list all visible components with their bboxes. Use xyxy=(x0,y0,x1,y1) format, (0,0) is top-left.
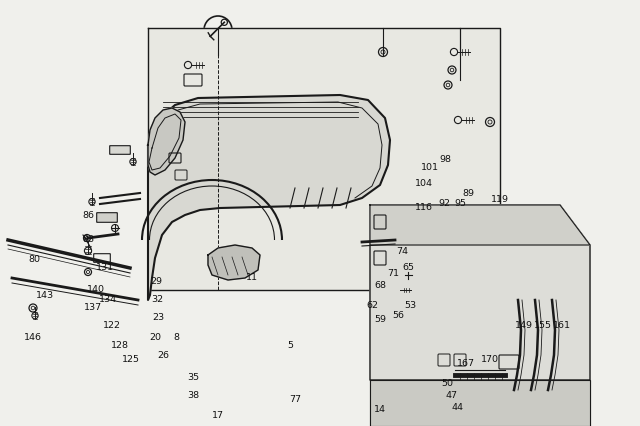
Text: 134: 134 xyxy=(99,296,117,305)
Text: 74: 74 xyxy=(396,248,408,256)
Text: 155: 155 xyxy=(534,320,552,329)
Text: 119: 119 xyxy=(491,196,509,204)
Text: 23: 23 xyxy=(152,314,164,322)
Text: 98: 98 xyxy=(439,155,451,164)
Text: 14: 14 xyxy=(374,406,386,414)
Polygon shape xyxy=(208,245,260,280)
Text: 32: 32 xyxy=(151,296,163,305)
Text: 146: 146 xyxy=(24,334,42,343)
Polygon shape xyxy=(148,108,185,175)
Text: 116: 116 xyxy=(415,202,433,211)
Text: 140: 140 xyxy=(87,285,105,294)
Polygon shape xyxy=(148,28,500,290)
Text: 104: 104 xyxy=(415,178,433,187)
Polygon shape xyxy=(370,380,590,426)
Text: 149: 149 xyxy=(515,320,533,329)
Polygon shape xyxy=(370,205,590,380)
Text: 11: 11 xyxy=(246,273,258,282)
Text: 20: 20 xyxy=(149,333,161,342)
Text: 89: 89 xyxy=(462,190,474,199)
Text: 35: 35 xyxy=(187,374,199,383)
Text: 101: 101 xyxy=(421,164,439,173)
Text: 170: 170 xyxy=(481,356,499,365)
Text: 50: 50 xyxy=(441,378,453,388)
Text: 26: 26 xyxy=(157,351,169,360)
Text: 65: 65 xyxy=(402,262,414,271)
Text: 128: 128 xyxy=(111,340,129,349)
Text: 86: 86 xyxy=(82,210,94,219)
Text: 56: 56 xyxy=(392,311,404,320)
Text: 167: 167 xyxy=(457,359,475,368)
Polygon shape xyxy=(148,95,390,300)
Text: 131: 131 xyxy=(96,264,114,273)
Text: 59: 59 xyxy=(374,316,386,325)
Text: 95: 95 xyxy=(454,199,466,208)
Text: 38: 38 xyxy=(187,391,199,400)
Text: 83: 83 xyxy=(82,236,94,245)
Text: 53: 53 xyxy=(404,300,416,310)
Text: 5: 5 xyxy=(287,340,293,349)
Text: 137: 137 xyxy=(84,303,102,313)
Text: 80: 80 xyxy=(28,256,40,265)
Text: 8: 8 xyxy=(173,334,179,343)
Polygon shape xyxy=(370,205,590,245)
Text: 44: 44 xyxy=(452,403,464,412)
Text: 71: 71 xyxy=(387,268,399,277)
Text: 68: 68 xyxy=(374,280,386,290)
Text: 125: 125 xyxy=(122,356,140,365)
FancyBboxPatch shape xyxy=(97,213,117,222)
Text: 122: 122 xyxy=(103,320,121,329)
FancyBboxPatch shape xyxy=(109,146,131,154)
Text: 143: 143 xyxy=(36,291,54,299)
Text: 92: 92 xyxy=(438,199,450,208)
Text: 47: 47 xyxy=(446,391,458,400)
Text: 17: 17 xyxy=(212,411,224,420)
Text: 29: 29 xyxy=(150,277,162,287)
Text: 161: 161 xyxy=(553,320,571,329)
Text: 77: 77 xyxy=(289,395,301,405)
Text: 62: 62 xyxy=(366,300,378,310)
